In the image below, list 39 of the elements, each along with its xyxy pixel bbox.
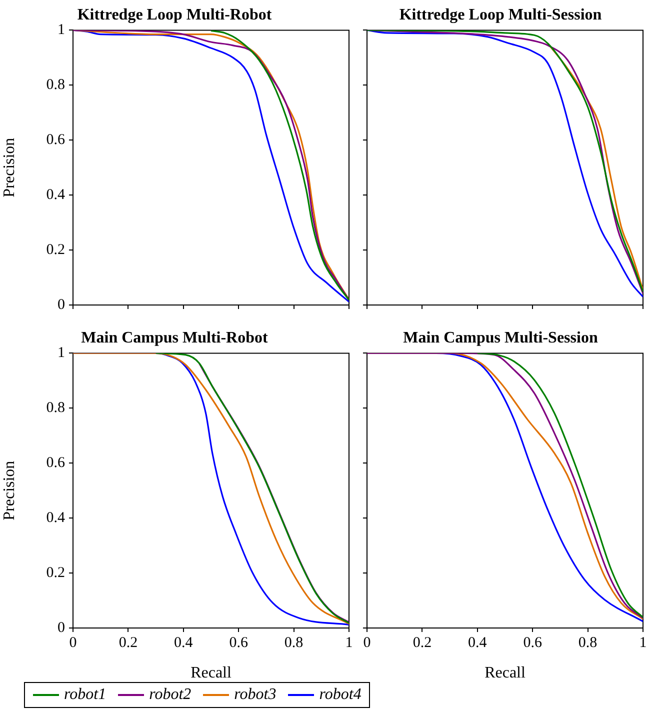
y-tick-label: 0.4 bbox=[46, 510, 66, 526]
legend-label: robot3 bbox=[234, 686, 276, 704]
chart-title: Main Campus Multi-Session bbox=[403, 330, 598, 347]
x-tick-label: 0.8 bbox=[284, 634, 304, 651]
line-series bbox=[198, 362, 349, 624]
chart-title: Main Campus Multi-Robot bbox=[81, 330, 269, 347]
x-tick-label: 0.6 bbox=[229, 634, 248, 651]
y-tick-label: 0.2 bbox=[46, 242, 65, 258]
y-tick-label: 0.8 bbox=[46, 400, 65, 416]
y-tick-label: 0.4 bbox=[46, 187, 66, 204]
x-tick-label: 0.4 bbox=[174, 634, 194, 651]
y-tick-label: 0.6 bbox=[46, 132, 66, 148]
legend-label: robot2 bbox=[149, 686, 192, 704]
line-series bbox=[210, 30, 349, 301]
legend-label: robot4 bbox=[319, 686, 362, 704]
x-tick-label: 1 bbox=[345, 634, 353, 651]
x-axis-title: Recall bbox=[190, 664, 232, 682]
x-tick-label: 0.6 bbox=[523, 634, 542, 651]
y-tick-label: 0.2 bbox=[46, 564, 65, 581]
y-axis-title: Precision bbox=[0, 138, 18, 198]
chart-title: Kittredge Loop Multi-Robot bbox=[77, 6, 272, 24]
x-tick-label: 0.8 bbox=[578, 634, 598, 651]
x-tick-label: 0.2 bbox=[118, 634, 138, 651]
y-tick-label: 0 bbox=[58, 296, 65, 313]
y-tick-label: 1 bbox=[58, 345, 65, 362]
y-tick-label: 0.8 bbox=[46, 77, 65, 94]
line-series bbox=[155, 353, 349, 624]
y-tick-label: 0 bbox=[58, 620, 65, 636]
x-tick-label: 0 bbox=[363, 634, 371, 651]
chart-title: Kittredge Loop Multi-Session bbox=[399, 6, 602, 24]
x-axis-title: Recall bbox=[484, 664, 526, 682]
x-tick-label: 0.2 bbox=[412, 634, 432, 651]
x-tick-label: 0.4 bbox=[468, 634, 488, 651]
y-axis-title: Precision bbox=[0, 460, 18, 520]
x-tick-label: 0 bbox=[69, 634, 77, 651]
legend-label: robot1 bbox=[64, 686, 106, 704]
x-tick-label: 1 bbox=[639, 634, 647, 651]
y-tick-label: 1 bbox=[58, 22, 65, 38]
y-tick-label: 0.6 bbox=[46, 455, 66, 472]
